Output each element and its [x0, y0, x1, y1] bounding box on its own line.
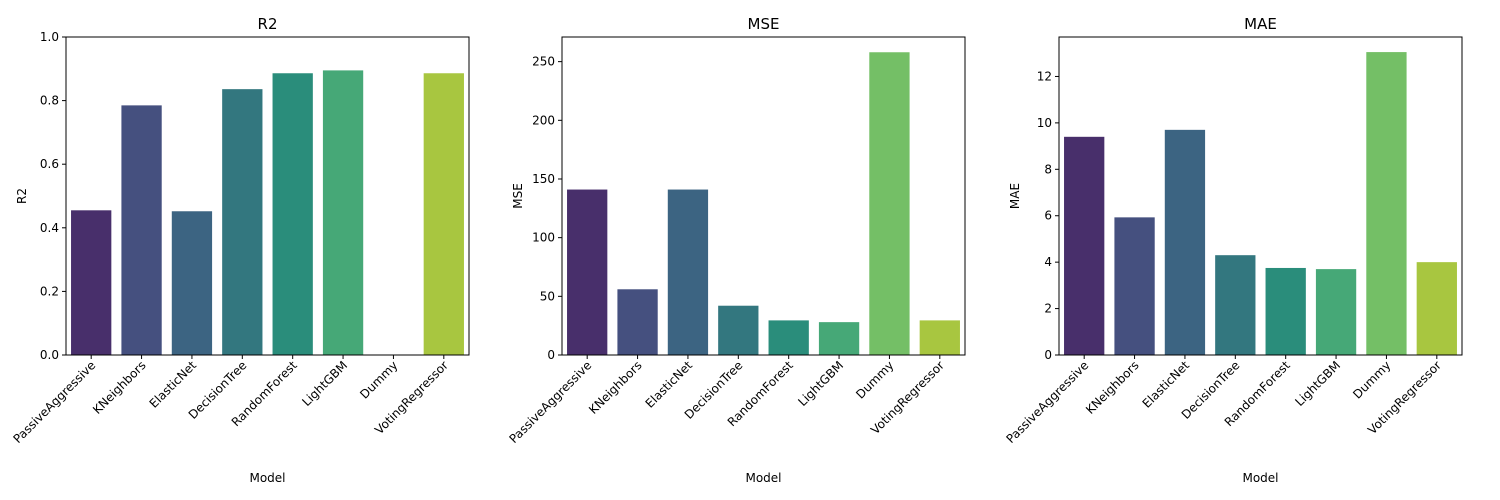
mse-bar-kneighbors [617, 289, 658, 355]
mae-xlabel: Model [1242, 471, 1278, 485]
mae-xtick-label: Dummy [1350, 358, 1393, 401]
mae-bar-votingregressor [1416, 262, 1457, 355]
r2-ytick-label: 1.0 [40, 30, 59, 44]
r2-ylabel: R2 [15, 188, 29, 204]
r2-plot-frame [65, 36, 470, 356]
mae-bar-passiveaggressive [1064, 136, 1105, 355]
mse-xtick-label: LightGBM [795, 358, 846, 409]
r2-xtick-label: ElasticNet [147, 358, 200, 411]
mae-ylabel: MAE [1008, 183, 1022, 209]
r2-ytick-label: 0.2 [40, 284, 59, 298]
mse-bar-dummy [869, 52, 910, 356]
r2-bar-kneighbors [121, 105, 162, 356]
r2-bar-lightgbm [322, 70, 364, 355]
r2-panel: 0.0 0.2 0.4 0.6 0.8 1.0 PassiveAggressiveKNeig… [10, 15, 470, 485]
mse-xtick-label: Dummy [853, 358, 896, 401]
mae-xtick-label: LightGBM [1292, 358, 1343, 409]
mse-ytick-label: 250 [532, 55, 555, 69]
mae-ytick-label: 10 [1037, 116, 1052, 130]
mse-bar-decisiontree [718, 305, 759, 355]
r2-bar-elasticnet [171, 211, 213, 355]
mae-xtick-label: ElasticNet [1140, 358, 1193, 411]
r2-bar-votingregressor [423, 73, 464, 355]
mae-xtick-label: PassiveAggressive [1003, 358, 1091, 446]
r2-bar-passiveaggressive [71, 210, 112, 355]
r2-bar-decisiontree [222, 89, 263, 355]
mae-bar-randomforest [1265, 267, 1306, 355]
mse-bar-lightgbm [818, 322, 860, 355]
mae-ytick-label: 6 [1044, 209, 1052, 223]
mae-ytick-label: 0 [1044, 348, 1052, 362]
mae-title: MAE [1244, 15, 1277, 33]
mse-title: MSE [748, 15, 780, 33]
mse-plot-frame [561, 36, 966, 356]
r2-bar-randomforest [272, 73, 313, 355]
mae-ytick-label: 4 [1044, 255, 1052, 269]
r2-ytick-label: 0.8 [40, 94, 59, 108]
mae-xtick-label: KNeighbors [1083, 358, 1142, 417]
r2-xlabel: Model [249, 471, 285, 485]
r2-ytick-label: 0.6 [40, 157, 59, 171]
r2-xtick-label: Dummy [357, 358, 400, 401]
mse-ytick-label: 0 [547, 348, 555, 362]
mae-bar-decisiontree [1215, 255, 1256, 355]
mae-bar-elasticnet [1164, 129, 1206, 355]
mae-ytick-label: 2 [1044, 302, 1052, 316]
mae-panel: 0 2 4 6 8 10 12 PassiveAggressiveKNeighborsElas… [1003, 15, 1463, 485]
mse-xtick-label: ElasticNet [643, 358, 696, 411]
mse-bar-passiveaggressive [567, 189, 608, 355]
r2-xtick-label: PassiveAggressive [10, 358, 98, 446]
mse-xtick-label: KNeighbors [586, 358, 645, 417]
mae-ytick-label: 8 [1044, 162, 1052, 176]
mae-ytick-label: 12 [1037, 69, 1052, 83]
mae-bar-dummy [1366, 52, 1407, 356]
mse-ytick-label: 150 [532, 172, 555, 186]
mse-xlabel: Model [745, 471, 781, 485]
mae-bar-kneighbors [1114, 217, 1155, 355]
mse-ytick-label: 100 [532, 231, 555, 245]
mae-plot-frame [1058, 36, 1463, 356]
r2-ytick-label: 0.0 [40, 348, 59, 362]
mse-bar-randomforest [768, 320, 809, 355]
r2-title: R2 [258, 15, 278, 33]
mse-panel: 0 50 100 150 200 250 PassiveAggressiveKNeighbo… [506, 15, 966, 485]
mse-ytick-label: 200 [532, 113, 555, 127]
mse-xtick-label: PassiveAggressive [506, 358, 594, 446]
r2-ytick-label: 0.4 [40, 221, 59, 235]
r2-xtick-label: LightGBM [299, 358, 350, 409]
mse-ylabel: MSE [511, 183, 525, 209]
r2-xtick-label: KNeighbors [90, 358, 149, 417]
mse-bar-elasticnet [667, 189, 709, 355]
mae-bar-lightgbm [1315, 269, 1357, 355]
mse-bar-votingregressor [919, 320, 960, 355]
mse-ytick-label: 50 [540, 289, 555, 303]
